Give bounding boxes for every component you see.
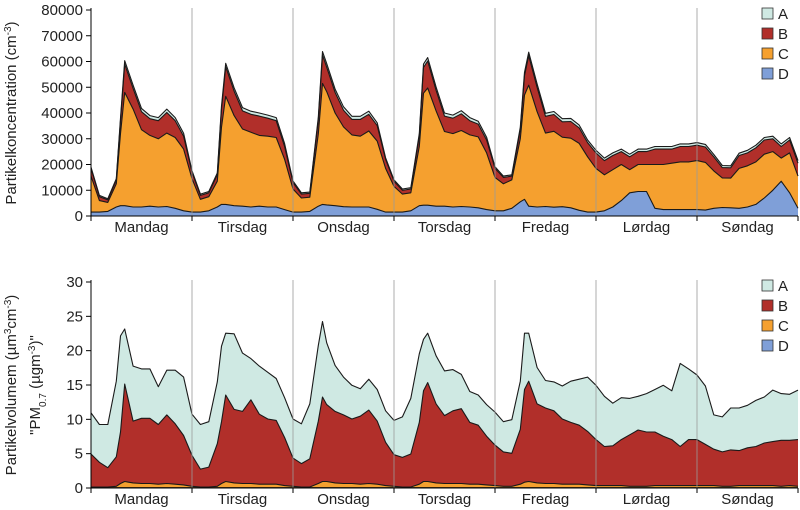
day-label: Torsdag [418,491,471,508]
y-tick-label: 10 [66,411,83,428]
day-label: Mandag [114,491,168,508]
series-area-C [91,481,798,488]
legend-swatch-D [761,339,774,352]
day-label: Onsdag [317,491,370,508]
y-tick-label: 40000 [41,105,83,122]
legend-label-B: B [778,298,788,315]
series-area-C [91,83,798,213]
y-tick-label: 25 [66,308,83,325]
y-tick-label: 20 [66,343,83,360]
y-tick-label: 5 [75,446,83,463]
legend-swatch-B [761,299,774,312]
day-label: Onsdag [317,219,370,236]
series-line-B [90,380,799,470]
y-tick-label: 15 [66,377,83,394]
legend-swatch-D [761,67,774,80]
y-axis-label-secondary: "PM0.7 (µgm-3)" [27,335,49,435]
y-tick-label: 0 [75,208,83,225]
day-label: Lørdag [623,491,671,508]
legend-swatch-B [761,27,774,40]
series-line-D [91,180,799,213]
legend-label-C: C [778,46,789,63]
series-line-A [90,50,799,200]
y-tick-label: 60000 [41,54,83,71]
legend-label-B: B [778,26,788,43]
y-tick-label: 30000 [41,131,83,148]
series-area-B [91,381,798,487]
series-line-C [90,82,799,203]
legend-swatch-A [761,7,774,20]
y-tick-label: 30 [66,274,83,291]
legend-label-D: D [778,338,789,355]
y-tick-label: 80000 [41,2,83,19]
day-label: Fredag [522,219,570,236]
day-label: Søndag [721,491,774,508]
day-label: Tirsdag [218,491,267,508]
day-label: Torsdag [418,219,471,236]
legend-label-A: A [778,278,788,295]
chart-panel-1: 0 10000 20000 30000 40000 50000 60000 70000 8000… [3,2,799,236]
y-tick-label: 0 [75,480,83,497]
y-tick-label: 70000 [41,28,83,45]
series-area-B [91,55,798,203]
y-axis-label: Partikelkoncentration (cm-3) [3,21,21,204]
legend-swatch-C [761,319,774,332]
series-line-C [91,480,799,488]
day-label: Søndag [721,219,774,236]
y-tick-label: 10000 [41,182,83,199]
legend-swatch-A [761,279,774,292]
day-label: Fredag [522,491,570,508]
day-label: Tirsdag [218,219,267,236]
day-label: Lørdag [623,219,671,236]
y-tick-label: 50000 [41,79,83,96]
series-area-A [91,321,798,470]
legend-swatch-C [761,47,774,60]
day-label: Mandag [114,219,168,236]
series-line-B [90,54,799,201]
series-line-A [90,320,799,426]
legend-label-A: A [778,6,788,23]
legend-label-D: D [778,66,789,83]
y-axis-label: Partikelvolumem (µm3cm-3) [3,295,21,476]
legend-label-C: C [778,318,789,335]
chart-panel-2: 0 5 10 15 20 25 30 Mandag Tirsdag Onsdag Torsdag Fr… [3,274,799,508]
y-tick-label: 20000 [41,157,83,174]
